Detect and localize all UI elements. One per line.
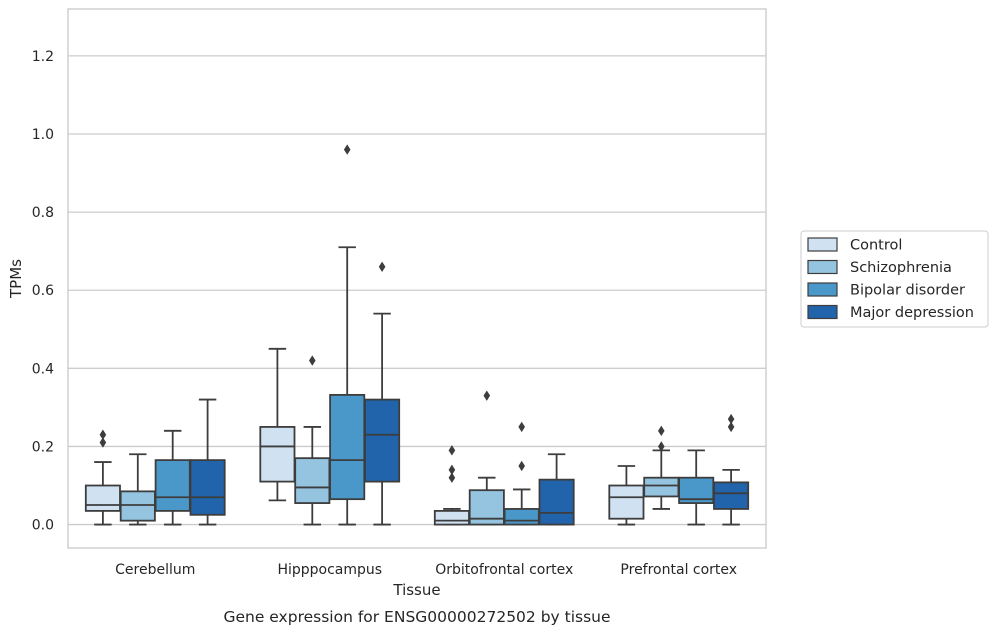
- y-axis-label: TPMs: [7, 259, 25, 299]
- iqr-box: [154, 459, 191, 512]
- boxes: [84, 144, 750, 526]
- x-axis-label: Tissue: [392, 581, 440, 599]
- outlier-point: [658, 425, 665, 437]
- iqr-box: [503, 508, 540, 526]
- box-major-depression: [538, 453, 575, 526]
- iqr-box: [608, 484, 645, 520]
- iqr-box: [189, 459, 226, 516]
- y-tick-label: 0.8: [32, 205, 54, 221]
- outlier-point: [309, 355, 316, 366]
- outlier-point: [448, 445, 456, 456]
- x-tick-label: Cerebellum: [115, 562, 195, 578]
- iqr-box: [643, 476, 680, 498]
- box-control: [608, 465, 645, 526]
- iqr-box: [84, 484, 121, 512]
- x-axis-ticks: Cerebellum Hipppocampus Orbitofrontal cort…: [115, 562, 737, 578]
- legend-swatch: [807, 259, 838, 275]
- y-tick-label: 0.2: [32, 439, 54, 455]
- outlier-point: [658, 441, 665, 452]
- outlier-point: [518, 460, 525, 472]
- box-bipolar-disorder: [329, 144, 366, 526]
- y-tick-label: 1.0: [32, 127, 54, 143]
- legend: Control Schizophrenia Bipolar disorder Majo…: [800, 230, 989, 328]
- y-tick-label: 1.2: [32, 49, 54, 65]
- legend-label: Bipolar disorder: [850, 283, 965, 299]
- x-tick-label: Prefrontal cortex: [620, 562, 737, 578]
- legend-items: Control Schizophrenia Bipolar disorder Majo…: [807, 237, 974, 321]
- iqr-box: [713, 481, 750, 510]
- y-axis-ticks: 0.0 0.2 0.4 0.6 0.8 1.0 1.2: [32, 49, 54, 534]
- y-tick-label: 0.6: [32, 283, 54, 299]
- outlier-point: [483, 390, 491, 401]
- x-tick-label: Orbitofrontal cortex: [435, 562, 573, 578]
- legend-label: Major depression: [850, 305, 974, 321]
- iqr-box: [294, 457, 331, 504]
- iqr-box: [119, 490, 156, 522]
- box-schizophrenia: [119, 453, 156, 526]
- outlier-point: [518, 421, 525, 433]
- box-schizophrenia: [294, 355, 331, 526]
- legend-frame: [800, 230, 989, 328]
- box-control: [84, 429, 121, 526]
- box-bipolar-disorder: [503, 421, 540, 526]
- iqr-box: [259, 426, 296, 483]
- legend-swatch: [807, 237, 838, 252]
- box-bipolar-disorder: [678, 449, 715, 526]
- box-control: [259, 347, 296, 502]
- outlier-point: [448, 464, 456, 476]
- iqr-box: [364, 398, 401, 483]
- box-schizophrenia: [468, 390, 505, 526]
- outlier-point: [448, 472, 456, 483]
- iqr-box: [433, 509, 470, 526]
- legend-label: Control: [850, 238, 902, 254]
- x-tick-label: Hipppocampus: [277, 562, 382, 578]
- y-tick-label: 0.0: [32, 518, 54, 534]
- outlier-point: [99, 437, 107, 448]
- outlier-point: [378, 261, 386, 272]
- iqr-box: [329, 393, 366, 501]
- grid-lines: [68, 55, 766, 526]
- iqr-box: [538, 478, 575, 526]
- box-schizophrenia: [643, 425, 680, 510]
- outlier-point: [99, 429, 107, 440]
- outlier-point: [727, 413, 735, 425]
- legend-swatch: [807, 282, 838, 297]
- box-bipolar-disorder: [154, 429, 191, 526]
- box-major-depression: [364, 261, 401, 526]
- box-control: [433, 445, 470, 526]
- y-tick-label: 0.4: [32, 361, 54, 377]
- legend-swatch: [807, 304, 838, 320]
- box-major-depression: [189, 398, 226, 526]
- box-major-depression: [713, 413, 750, 526]
- chart-caption: Gene expression for ENSG00000272502 by t…: [223, 608, 610, 626]
- legend-label: Schizophrenia: [850, 260, 952, 276]
- outlier-point: [727, 421, 735, 433]
- plot-frame: [67, 8, 767, 549]
- outlier-point: [343, 144, 351, 155]
